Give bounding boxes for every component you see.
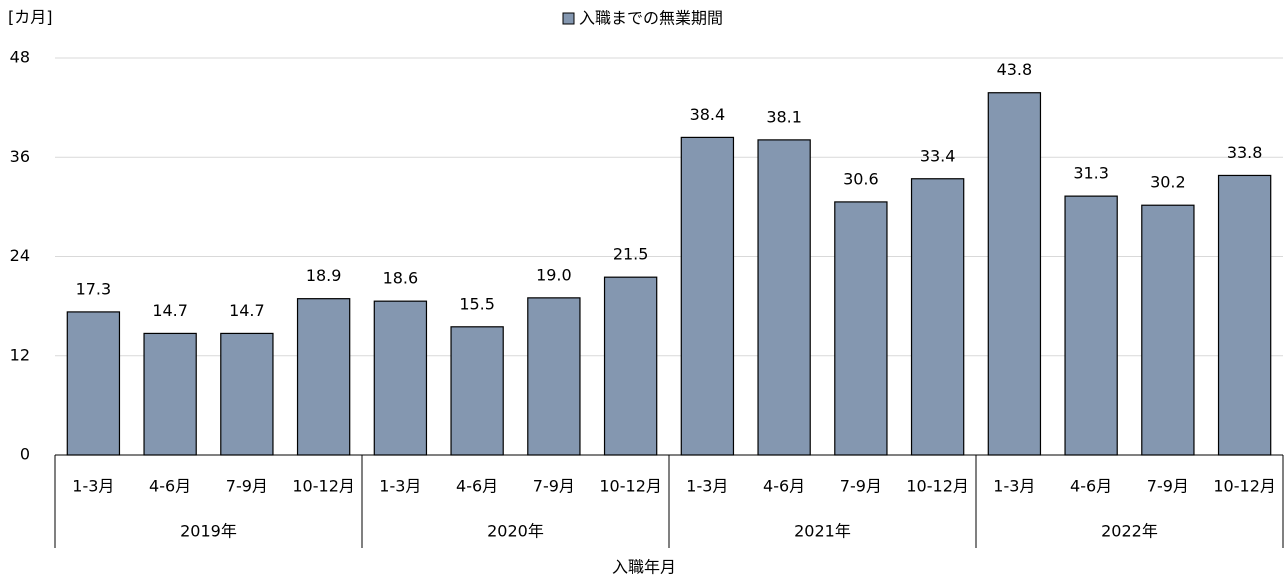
x-tick-label: 4-6月: [1070, 477, 1112, 496]
data-label: 15.5: [459, 294, 495, 313]
x-tick-label: 1-3月: [72, 477, 114, 496]
bar: [66, 311, 121, 456]
data-label: 21.5: [613, 245, 649, 264]
data-label: 14.7: [152, 301, 188, 320]
bar: [296, 298, 351, 456]
bar: [143, 332, 197, 456]
bar: [1141, 204, 1195, 456]
data-label: 14.7: [229, 301, 265, 320]
x-tick-label: 1-3月: [379, 477, 421, 496]
x-tick-label: 1-3月: [993, 477, 1035, 496]
bar: [1064, 195, 1118, 456]
data-label: 33.8: [1227, 143, 1263, 162]
data-label: 18.6: [383, 269, 419, 288]
bar: [373, 300, 428, 456]
data-label: 17.3: [76, 279, 112, 298]
bar: [834, 201, 888, 456]
data-label: 33.4: [920, 146, 956, 165]
bar: [450, 326, 504, 456]
x-axis-label: 入職年月: [612, 558, 676, 577]
bar: [527, 297, 581, 456]
bar: [1217, 174, 1272, 456]
group-label: 2021年: [794, 522, 851, 541]
group-label: 2020年: [487, 522, 544, 541]
data-label: 19.0: [536, 265, 572, 284]
data-label: 38.1: [766, 107, 802, 126]
bar: [910, 178, 965, 456]
x-tick-label: 7-9月: [1147, 477, 1189, 496]
bar: [220, 332, 274, 456]
y-tick-label: 48: [10, 48, 30, 67]
data-label: 38.4: [690, 105, 726, 124]
x-tick-label: 10-12月: [1213, 477, 1276, 496]
group-label: 2022年: [1101, 522, 1158, 541]
bar: [987, 92, 1042, 456]
x-tick-label: 1-3月: [686, 477, 728, 496]
x-tick-label: 7-9月: [840, 477, 882, 496]
x-tick-label: 10-12月: [599, 477, 662, 496]
legend-label: 入職までの無業期間: [579, 9, 723, 28]
y-axis-label: [カ月]: [8, 8, 53, 27]
bar: [603, 276, 658, 456]
x-tick-label: 10-12月: [906, 477, 969, 496]
x-tick-label: 10-12月: [292, 477, 355, 496]
data-label: 31.3: [1073, 164, 1109, 183]
y-tick-label: 0: [20, 445, 30, 464]
data-label: 43.8: [997, 60, 1033, 79]
x-tick-label: 7-9月: [226, 477, 268, 496]
data-label: 30.6: [843, 169, 879, 188]
bar: [757, 139, 811, 456]
y-tick-label: 36: [10, 147, 30, 166]
x-tick-label: 4-6月: [149, 477, 191, 496]
x-tick-label: 4-6月: [763, 477, 805, 496]
data-label: 18.9: [306, 266, 342, 285]
bar: [680, 136, 735, 456]
group-label: 2019年: [180, 522, 237, 541]
legend-swatch: [562, 12, 575, 25]
data-label: 30.2: [1150, 173, 1186, 192]
y-tick-label: 12: [10, 345, 30, 364]
y-tick-label: 24: [10, 246, 30, 265]
x-tick-label: 4-6月: [456, 477, 498, 496]
x-tick-label: 7-9月: [533, 477, 575, 496]
